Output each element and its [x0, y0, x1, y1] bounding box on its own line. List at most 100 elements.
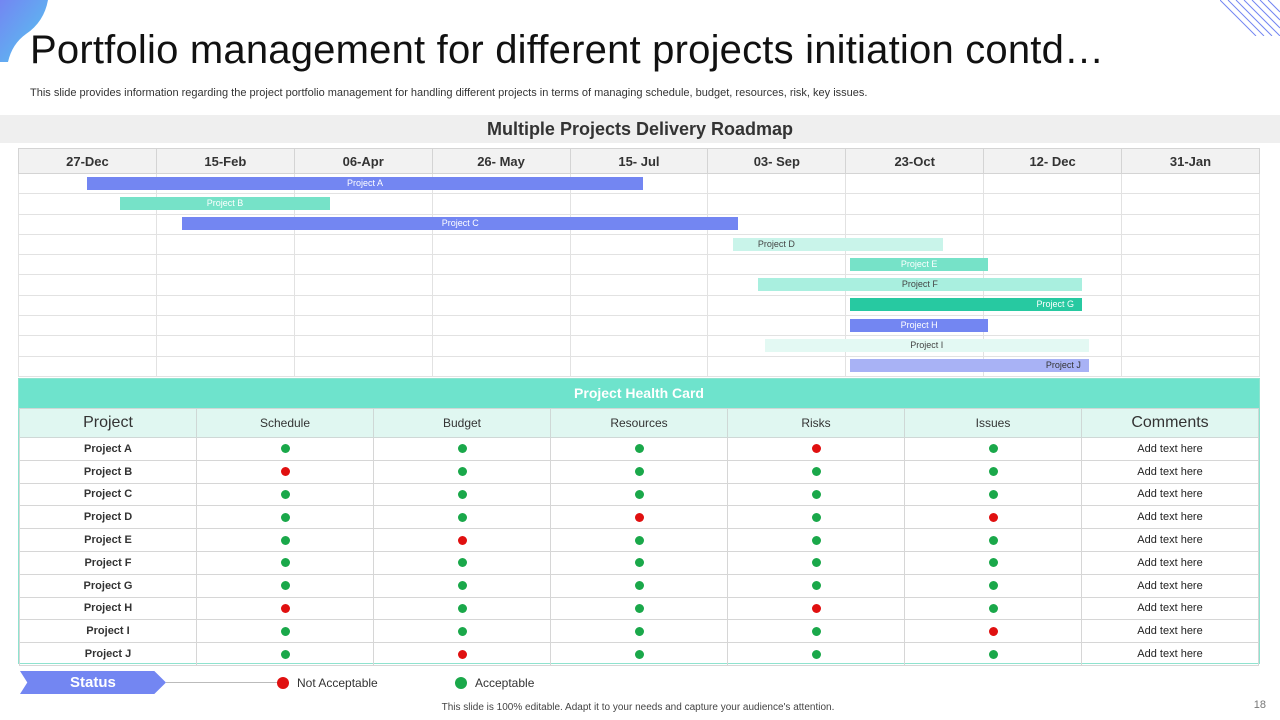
roadmap-date-col: 03- Sep [707, 148, 847, 174]
health-status-cell [373, 642, 551, 666]
health-status-cell [727, 505, 905, 530]
health-row: Project H Add text here [19, 596, 1259, 621]
roadmap-gantt: 27-Dec 15-Feb 06-Apr 26- May 15- Jul 03- Sep 2… [18, 148, 1260, 377]
health-status-cell [550, 459, 728, 484]
red-dot-icon [280, 467, 290, 477]
green-dot-icon [457, 512, 467, 522]
roadmap-cell [431, 355, 571, 377]
roadmap-cell [293, 274, 433, 296]
health-status-cell [373, 573, 551, 598]
green-dot-icon [280, 490, 290, 500]
health-comment[interactable]: Add text here [1081, 482, 1259, 507]
green-dot-icon [988, 604, 998, 614]
page-title: Portfolio management for different proje… [30, 28, 1105, 72]
green-dot-icon [811, 535, 821, 545]
green-dot-icon [811, 490, 821, 500]
gantt-bar: Project A [87, 176, 644, 190]
green-dot-icon [280, 558, 290, 568]
roadmap-cell [155, 355, 295, 377]
health-status-cell [373, 459, 551, 484]
health-status-cell [196, 573, 374, 598]
roadmap-cell [983, 213, 1122, 235]
roadmap-cell [569, 294, 709, 317]
green-dot-icon [811, 626, 821, 636]
health-status-cell [727, 573, 905, 598]
roadmap-date-col: 31-Jan [1121, 148, 1260, 174]
roadmap-cell [1121, 335, 1260, 357]
health-status-cell [904, 482, 1082, 507]
health-status-cell [196, 596, 374, 621]
roadmap-cell [1121, 254, 1260, 276]
roadmap-date-col: 26- May [431, 148, 571, 174]
health-comment[interactable]: Add text here [1081, 437, 1259, 461]
red-dot-icon [811, 444, 821, 454]
health-status-cell [727, 550, 905, 575]
roadmap-cell [155, 233, 295, 256]
health-status-cell [373, 528, 551, 552]
health-status-cell [727, 459, 905, 484]
roadmap-row [18, 315, 1260, 337]
health-comment[interactable]: Add text here [1081, 596, 1259, 621]
red-dot-icon [280, 604, 290, 614]
roadmap-cell [707, 294, 847, 317]
roadmap-date-col: 27-Dec [18, 148, 157, 174]
roadmap-cell [983, 193, 1122, 215]
green-dot-icon [634, 604, 644, 614]
decorative-blob-top-left [0, 0, 48, 62]
health-status-cell [550, 642, 728, 666]
roadmap-cell [18, 213, 157, 235]
roadmap-cell [569, 254, 709, 276]
roadmap-cell [431, 335, 571, 357]
health-status-cell [550, 573, 728, 598]
health-status-cell [904, 619, 1082, 644]
green-dot-icon [988, 467, 998, 477]
roadmap-cell [18, 355, 157, 377]
health-row: Project G Add text here [19, 573, 1259, 598]
health-comment[interactable]: Add text here [1081, 619, 1259, 644]
page-number: 18 [1253, 699, 1266, 711]
roadmap-cell [155, 335, 295, 357]
health-project-name: Project I [19, 619, 197, 644]
gantt-bar: Project C [182, 217, 739, 231]
health-comment[interactable]: Add text here [1081, 505, 1259, 530]
health-comment[interactable]: Add text here [1081, 642, 1259, 666]
green-dot-icon [811, 649, 821, 659]
green-dot-icon [811, 512, 821, 522]
roadmap-cell [845, 213, 985, 235]
health-project-name: Project J [19, 642, 197, 666]
roadmap-cell [569, 274, 709, 296]
health-comment[interactable]: Add text here [1081, 573, 1259, 598]
health-project-name: Project F [19, 550, 197, 575]
roadmap-cell [431, 294, 571, 317]
roadmap-cell [293, 355, 433, 377]
health-comment[interactable]: Add text here [1081, 459, 1259, 484]
roadmap-row [18, 294, 1260, 317]
health-row: Project E Add text here [19, 528, 1259, 552]
health-project-name: Project C [19, 482, 197, 507]
green-dot-icon [811, 558, 821, 568]
health-project-name: Project E [19, 528, 197, 552]
green-dot-icon [634, 490, 644, 500]
roadmap-cell [569, 233, 709, 256]
health-comment[interactable]: Add text here [1081, 550, 1259, 575]
red-dot-icon [634, 512, 644, 522]
health-comment[interactable]: Add text here [1081, 528, 1259, 552]
green-dot-icon [634, 649, 644, 659]
green-dot-icon [988, 444, 998, 454]
health-status-cell [373, 619, 551, 644]
gantt-bar: Project D [732, 237, 943, 251]
health-status-cell [196, 437, 374, 461]
health-project-name: Project G [19, 573, 197, 598]
health-row: Project D Add text here [19, 505, 1259, 530]
health-col-header: Resources [550, 408, 728, 438]
roadmap-cell [569, 315, 709, 337]
roadmap-cell [707, 172, 847, 195]
health-col-header: Budget [373, 408, 551, 438]
green-dot-icon [634, 467, 644, 477]
health-status-cell [550, 596, 728, 621]
roadmap-cell [18, 274, 157, 296]
roadmap-cell [155, 254, 295, 276]
green-dot-icon [280, 444, 290, 454]
green-dot-icon [634, 444, 644, 454]
project-health-card: Project Health Card Project Schedule Budge… [18, 378, 1260, 666]
